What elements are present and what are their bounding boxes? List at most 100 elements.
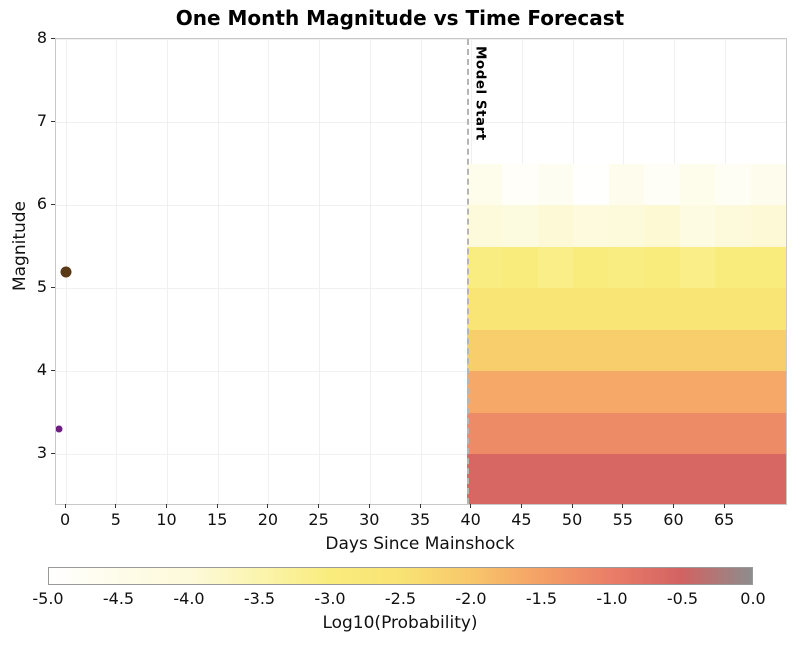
heatmap-cell xyxy=(466,163,503,206)
x-axis-tick-label: 35 xyxy=(409,510,431,529)
x-axis-label: Days Since Mainshock xyxy=(325,534,515,554)
y-axis-tick-label: 8 xyxy=(36,28,47,47)
x-axis-tick xyxy=(64,504,66,508)
colorbar-tick-label: -2.0 xyxy=(455,589,487,608)
y-axis-tick xyxy=(51,369,55,371)
heatmap-cell xyxy=(679,329,716,372)
heatmap-cell xyxy=(679,412,716,455)
gridline-vertical xyxy=(217,39,219,504)
gridline-vertical xyxy=(167,39,169,504)
gridline-horizontal xyxy=(56,204,786,206)
heatmap-cell xyxy=(608,454,645,504)
heatmap-cell xyxy=(466,454,503,504)
x-axis-tick xyxy=(318,504,320,508)
heatmap-cell xyxy=(466,371,503,413)
heatmap-cell xyxy=(537,246,574,289)
heatmap-cell xyxy=(537,412,574,455)
heatmap-cell xyxy=(750,163,786,206)
x-axis-tick-label: 10 xyxy=(156,510,177,529)
heatmap-cell xyxy=(573,329,609,372)
heatmap-cell xyxy=(502,205,538,247)
y-axis-tick-label: 4 xyxy=(36,360,47,380)
event-point xyxy=(60,266,72,277)
y-axis-tick xyxy=(51,286,55,288)
heatmap-cell xyxy=(608,205,645,247)
heatmap-cell xyxy=(679,246,716,289)
heatmap-cell xyxy=(466,412,503,455)
heatmap-cell xyxy=(537,163,574,206)
y-axis-tick-label: 6 xyxy=(36,194,47,214)
x-axis-tick-label: 45 xyxy=(511,510,532,529)
colorbar-tick-label: -3.5 xyxy=(243,589,276,608)
x-axis-tick-label: 40 xyxy=(460,510,481,529)
x-axis-tick-label: 20 xyxy=(257,510,279,529)
heatmap-cell xyxy=(715,163,751,206)
x-axis-tick-label: 65 xyxy=(713,510,735,529)
gridline-vertical xyxy=(319,39,321,504)
heatmap-cell xyxy=(644,163,680,206)
gridline-vertical xyxy=(268,39,270,504)
heatmap-cell xyxy=(573,454,609,504)
heatmap-cell xyxy=(466,288,503,330)
colorbar xyxy=(48,567,753,585)
heatmap-cell xyxy=(715,246,751,289)
x-axis-tick xyxy=(571,504,573,508)
heatmap-cell xyxy=(502,288,538,330)
heatmap-cell xyxy=(644,329,680,372)
heatmap-cell xyxy=(537,454,574,504)
colorbar-tick-label: -4.0 xyxy=(173,589,205,608)
x-axis-tick-label: 5 xyxy=(110,510,121,529)
x-axis-tick xyxy=(267,504,269,508)
y-axis-tick xyxy=(51,452,55,454)
x-axis-tick-label: 60 xyxy=(663,510,684,529)
heatmap-cell xyxy=(679,163,716,206)
colorbar-tick-label: -1.5 xyxy=(525,589,558,608)
heatmap-cell xyxy=(537,329,574,372)
heatmap-cell xyxy=(715,205,751,247)
heatmap-cell xyxy=(466,246,503,289)
gridline-vertical xyxy=(369,39,371,504)
heatmap-cell xyxy=(644,246,680,289)
gridline-vertical xyxy=(116,39,118,504)
heatmap-cell xyxy=(573,288,609,330)
y-axis-tick-label: 5 xyxy=(36,277,47,297)
gridline-horizontal xyxy=(56,370,786,372)
heatmap-cell xyxy=(502,412,538,455)
heatmap-cell xyxy=(608,329,645,372)
colorbar-tick-label: 0.0 xyxy=(740,589,766,608)
heatmap-cell xyxy=(608,246,645,289)
heatmap-cell xyxy=(644,205,680,247)
x-axis-tick-label: 15 xyxy=(207,510,228,529)
gridline-horizontal xyxy=(56,39,786,40)
heatmap-cell xyxy=(750,205,786,247)
heatmap-cell xyxy=(644,371,680,413)
heatmap-cell xyxy=(750,371,786,413)
model-start-line xyxy=(466,39,469,504)
heatmap-cell xyxy=(750,454,786,504)
colorbar-tick-label: -0.5 xyxy=(666,589,699,608)
heatmap-cell xyxy=(679,371,716,413)
heatmap-cell xyxy=(715,454,751,504)
heatmap-cell xyxy=(715,288,751,330)
model-start-label: Model Start xyxy=(472,46,489,141)
y-axis-tick-label: 3 xyxy=(36,443,47,463)
x-axis-tick xyxy=(216,504,218,508)
heatmap-cell xyxy=(466,329,503,372)
x-axis-tick xyxy=(622,504,624,508)
heatmap-cell xyxy=(644,412,680,455)
y-axis-tick xyxy=(51,37,55,39)
heatmap-cell xyxy=(644,288,680,330)
heatmap-cell xyxy=(573,412,609,455)
heatmap-cell xyxy=(537,205,574,247)
heatmap-cell xyxy=(750,329,786,372)
heatmap-cell xyxy=(573,246,609,289)
heatmap-cell xyxy=(608,288,645,330)
heatmap-cell xyxy=(573,163,609,206)
colorbar-tick-label: -3.0 xyxy=(314,589,346,608)
chart-title: One Month Magnitude vs Time Forecast xyxy=(175,6,625,30)
heatmap-cell xyxy=(502,454,538,504)
x-axis-tick xyxy=(368,504,370,508)
heatmap-cell xyxy=(608,163,645,206)
heatmap-cell xyxy=(679,205,716,247)
